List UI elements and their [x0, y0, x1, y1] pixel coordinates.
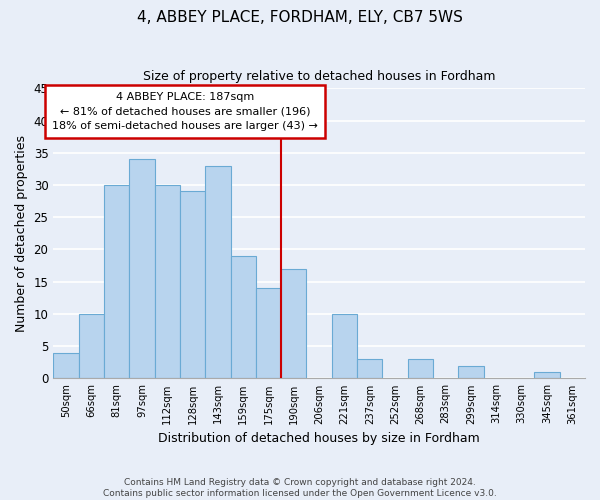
Bar	[281, 269, 307, 378]
Bar	[408, 359, 433, 378]
Text: 4, ABBEY PLACE, FORDHAM, ELY, CB7 5WS: 4, ABBEY PLACE, FORDHAM, ELY, CB7 5WS	[137, 10, 463, 25]
Bar	[357, 359, 382, 378]
Bar	[79, 314, 104, 378]
Bar	[256, 288, 281, 378]
Bar	[332, 314, 357, 378]
Text: Contains HM Land Registry data © Crown copyright and database right 2024.
Contai: Contains HM Land Registry data © Crown c…	[103, 478, 497, 498]
Bar	[53, 352, 79, 378]
Bar	[458, 366, 484, 378]
Bar	[104, 185, 129, 378]
Bar	[205, 166, 230, 378]
X-axis label: Distribution of detached houses by size in Fordham: Distribution of detached houses by size …	[158, 432, 480, 445]
Text: 4 ABBEY PLACE: 187sqm
← 81% of detached houses are smaller (196)
18% of semi-det: 4 ABBEY PLACE: 187sqm ← 81% of detached …	[52, 92, 318, 131]
Bar	[155, 185, 180, 378]
Bar	[129, 159, 155, 378]
Bar	[230, 256, 256, 378]
Y-axis label: Number of detached properties: Number of detached properties	[15, 135, 28, 332]
Bar	[180, 192, 205, 378]
Bar	[535, 372, 560, 378]
Title: Size of property relative to detached houses in Fordham: Size of property relative to detached ho…	[143, 70, 496, 83]
